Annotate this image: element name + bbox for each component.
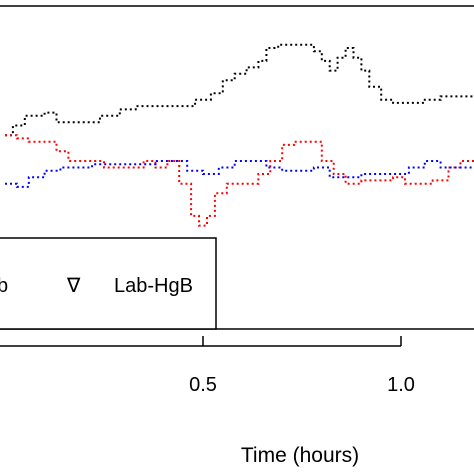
x-axis: 0.5 1.0 [0,336,415,396]
series-layer [5,43,474,227]
legend: b ∇ Lab-HgB [0,237,217,330]
legend-label-partial: b [0,275,8,297]
legend-box [0,237,217,330]
legend-label-lab-hgb: Lab-HgB [114,275,193,297]
series-line-1 [5,134,474,227]
x-tick-label-1: 1.0 [387,374,415,396]
x-tick-label-0: 0.5 [189,374,217,396]
series-line-0 [5,43,474,137]
series-line-2 [5,160,474,188]
x-axis-title: Time (hours) [241,444,359,467]
legend-marker-triangle-icon: ∇ [66,275,81,297]
